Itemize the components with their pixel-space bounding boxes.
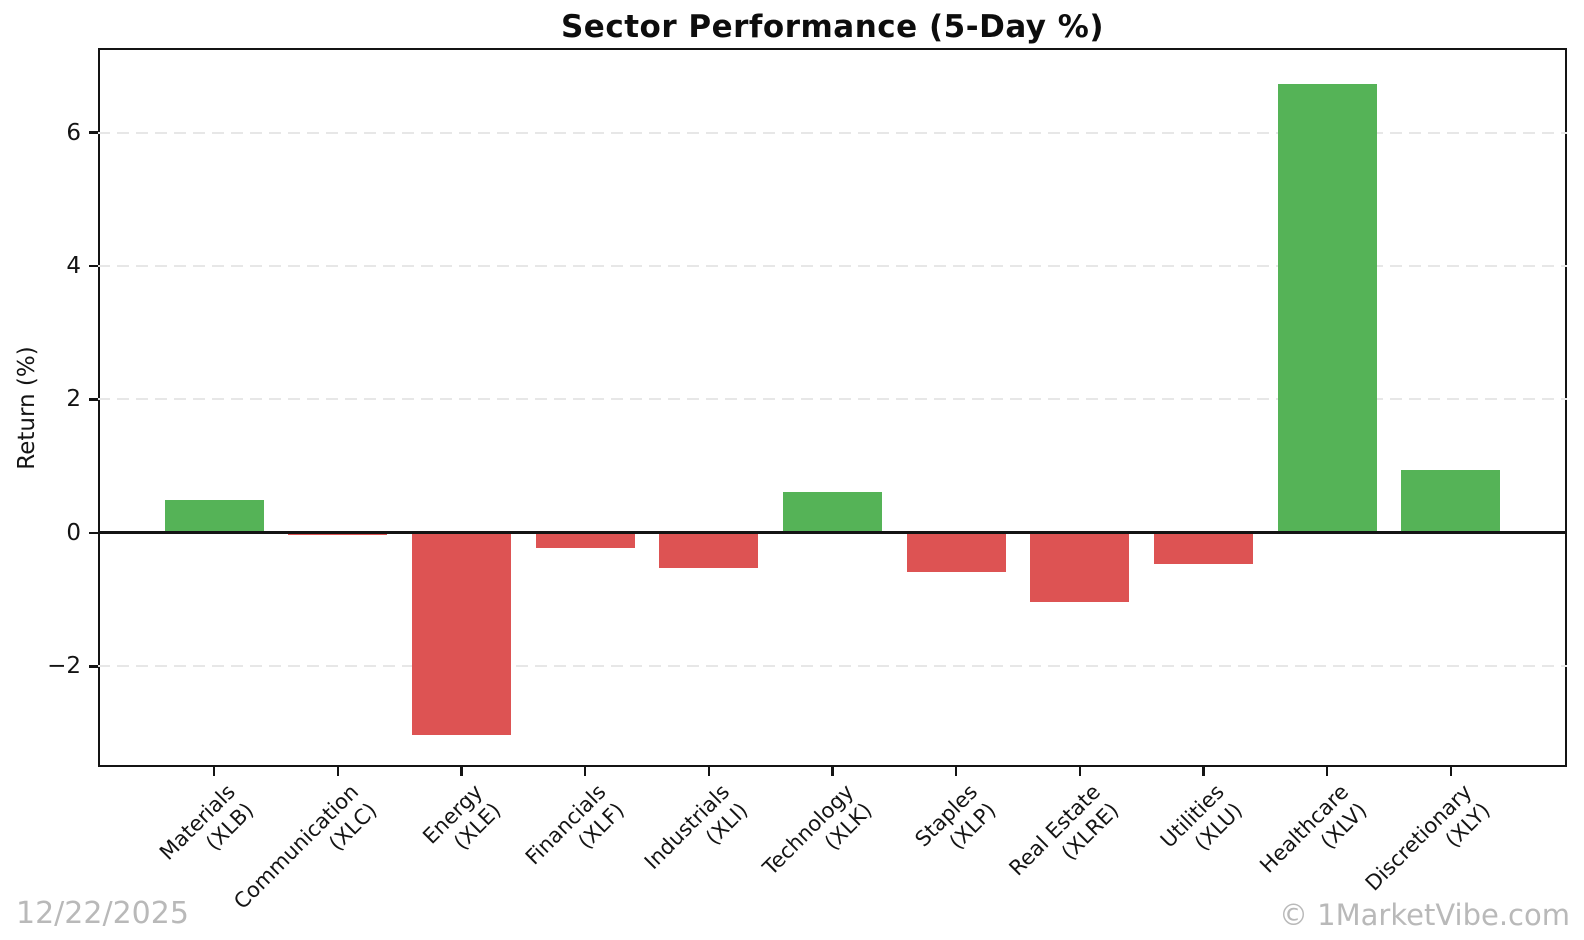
x-tick-mark-xlf [583,767,587,776]
x-tick-mark-xly [1449,767,1453,776]
watermark: © 1MarketVibe.com [1278,898,1570,932]
bar-xlu [1153,532,1253,564]
gridline-y2 [98,398,1567,401]
x-tick-label-xli: Industrials (XLI) [639,779,753,893]
bar-xlre [1030,532,1130,603]
gridline-y6 [98,131,1567,134]
x-tick-label-xly: Discretionary (XLY) [1360,779,1496,915]
x-tick-mark-xlc [336,767,340,776]
x-tick-mark-xlre [1078,767,1082,776]
x-tick-label-xlf: Financials (XLF) [520,779,630,889]
plot-area [98,48,1567,767]
gridline-y4 [98,265,1567,268]
x-tick-mark-xlv [1325,767,1329,776]
bar-xlf [535,532,635,548]
bar-xli [659,532,759,569]
bar-xlp [906,532,1006,573]
y-tick-mark [89,264,98,268]
x-tick-label-xlp: Staples (XLP) [909,779,1001,871]
bar-xly [1401,469,1501,533]
x-tick-label-xlv: Healthcare (XLV) [1254,779,1372,897]
x-tick-label-xle: Energy (XLE) [418,779,507,868]
x-tick-label-xlk: Technology (XLK) [757,779,877,899]
bar-xlv [1277,84,1377,533]
y-tick-mark [89,131,98,134]
x-tick-mark-xlb [212,767,216,776]
y-tick-mark [89,398,98,401]
y-tick-label--2: −2 [47,653,81,680]
y-tick-mark [89,531,98,535]
x-tick-mark-xlp [954,767,958,776]
date-label: 12/22/2025 [16,896,189,931]
x-tick-mark-xlu [1202,767,1205,776]
x-tick-mark-xle [460,767,463,776]
y-tick-label-2: 2 [66,386,81,413]
x-tick-mark-xlk [831,767,834,776]
x-tick-label-xlre: Real Estate (XLRE) [1004,779,1125,900]
chart-title: Sector Performance (5-Day %) [560,9,1105,45]
bar-xlk [783,491,882,533]
y-tick-label-6: 6 [66,119,81,146]
x-tick-label-xlb: Materials (XLB) [154,779,259,884]
zero-line [98,531,1567,535]
bar-xlb [164,499,264,533]
y-tick-mark [89,665,98,668]
gridline-y-2 [98,665,1567,668]
x-tick-label-xlu: Utilities (XLU) [1156,779,1249,872]
bar-xle [412,532,511,735]
x-tick-label-xlc: Communication (XLC) [229,779,383,933]
x-tick-mark-xli [707,767,711,776]
y-tick-label-0: 0 [66,519,81,546]
y-tick-label-4: 4 [66,253,81,280]
